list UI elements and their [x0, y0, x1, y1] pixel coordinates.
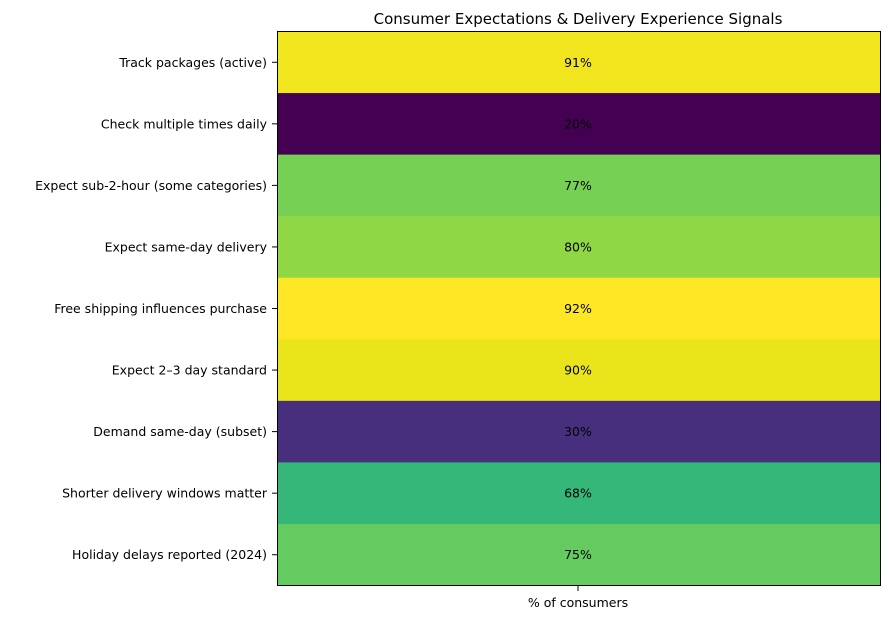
cell-value-label: 80%: [564, 239, 592, 254]
cell-value-label: 77%: [564, 178, 592, 193]
cell-value-label: 20%: [564, 116, 592, 131]
y-tick-label: Holiday delays reported (2024): [72, 547, 267, 562]
heatmap-cell: [277, 93, 881, 156]
y-tick-label: Expect 2–3 day standard: [112, 363, 267, 378]
heatmap-cell: [277, 523, 881, 586]
heatmap-cell: [277, 154, 881, 217]
cell-value-label: 91%: [564, 55, 592, 70]
x-tick-label: % of consumers: [528, 595, 628, 610]
cell-value-label: 92%: [564, 301, 592, 316]
heatmap-cell: [277, 339, 881, 402]
y-tick-label: Demand same-day (subset): [93, 424, 267, 439]
cell-value-label: 68%: [564, 486, 592, 501]
heatmap-cell: [277, 277, 881, 340]
chart-title: Consumer Expectations & Delivery Experie…: [374, 10, 783, 28]
heatmap-cell: [277, 31, 881, 94]
y-tick-label: Expect sub-2-hour (some categories): [35, 178, 267, 193]
y-tick-label: Shorter delivery windows matter: [62, 486, 268, 501]
cell-value-label: 90%: [564, 363, 592, 378]
heatmap-cell: [277, 400, 881, 463]
y-tick-label: Track packages (active): [118, 55, 267, 70]
plot-frame: [277, 31, 881, 586]
y-tick-label: Check multiple times daily: [101, 116, 268, 131]
y-tick-label: Expect same-day delivery: [105, 239, 268, 254]
heatmap-cell: [277, 216, 881, 279]
cell-value-label: 75%: [564, 547, 592, 562]
cell-value-label: 30%: [564, 424, 592, 439]
y-tick-label: Free shipping influences purchase: [54, 301, 267, 316]
heatmap-cell: [277, 462, 881, 525]
